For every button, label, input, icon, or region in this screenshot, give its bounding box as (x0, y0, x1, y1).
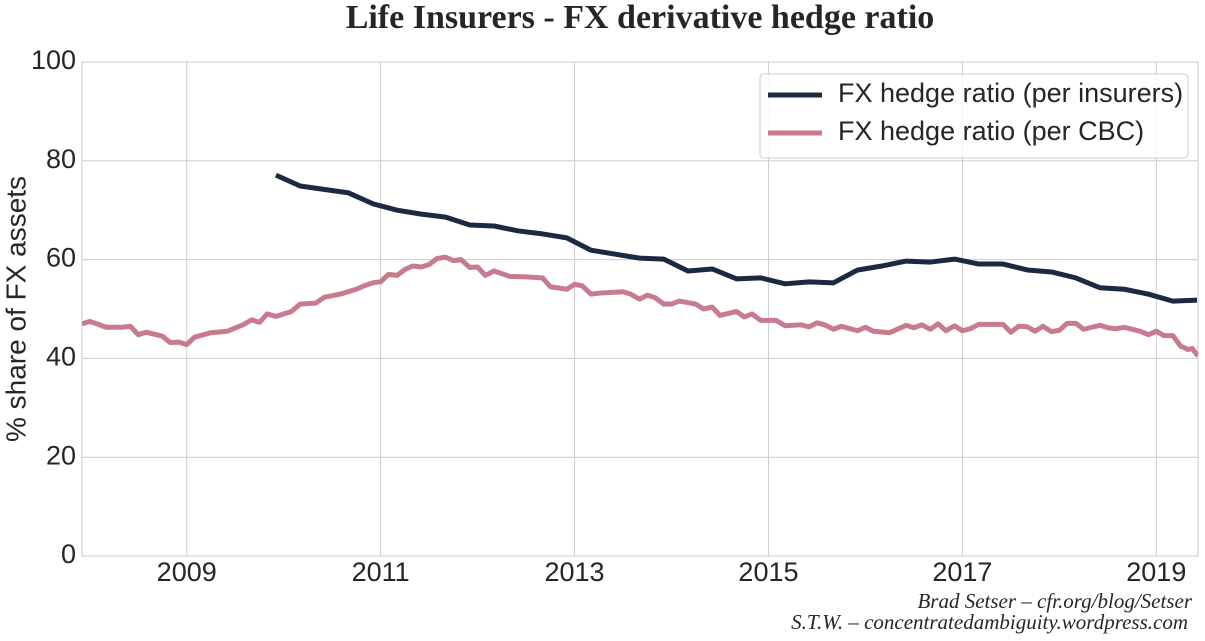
x-tick-label: 2019 (1126, 557, 1186, 587)
x-tick-label: 2011 (352, 557, 410, 587)
chart-title: Life Insurers - FX derivative hedge rati… (346, 0, 935, 36)
credit: S.T.W. – concentratedambiguity.wordpress… (791, 610, 1188, 634)
credit: Brad Setser – cfr.org/blog/Setser (917, 589, 1192, 613)
x-tick-label: 2013 (545, 557, 605, 587)
legend-box (759, 73, 1189, 159)
x-tick-label: 2015 (738, 557, 798, 587)
legend-label: FX hedge ratio (per CBC) (838, 116, 1144, 146)
series-line (82, 254, 1198, 358)
series-line (274, 172, 1198, 304)
plot-frame (81, 61, 1199, 557)
x-tick-label: 2009 (157, 557, 217, 587)
y-tick-label: 20 (46, 440, 76, 470)
legend-label: FX hedge ratio (per insurers) (838, 78, 1183, 108)
y-axis-label: % share of FX assets (0, 176, 31, 442)
y-tick-label: 100 (31, 45, 76, 75)
y-tick-label: 40 (46, 342, 76, 372)
y-tick-label: 60 (46, 243, 76, 273)
y-tick-label: 0 (61, 539, 76, 569)
y-tick-label: 80 (46, 144, 76, 174)
x-tick-label: 2017 (932, 557, 992, 587)
